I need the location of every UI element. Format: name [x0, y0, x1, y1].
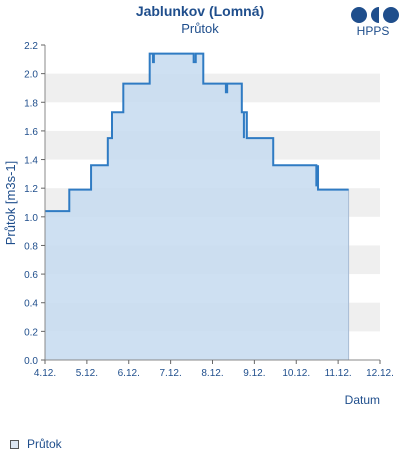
x-tick-label: 10.12.	[282, 368, 310, 379]
hpps-logo: HPPS	[346, 6, 400, 42]
x-tick-label: 12.12.	[366, 368, 394, 379]
y-tick-label: 1.0	[24, 213, 38, 224]
x-tick-label: 9.12.	[243, 368, 265, 379]
legend-label: Průtok	[27, 437, 62, 451]
y-axis-label: Průtok [m3s-1]	[3, 161, 18, 246]
x-tick-label: 7.12.	[160, 368, 182, 379]
y-tick-label: 1.4	[24, 156, 38, 167]
chart-subtitle: Průtok	[181, 21, 219, 36]
x-tick-label: 5.12.	[76, 368, 98, 379]
x-tick-label: 8.12.	[201, 368, 223, 379]
y-tick-label: 0.4	[24, 299, 38, 310]
y-axis-ticks: 0.0 0.2 0.4 0.6 0.8 1.0 1.2 1.4 1.6 1.8 2.0 2.2	[24, 41, 45, 367]
legend: Průtok	[10, 437, 62, 451]
y-tick-label: 0.0	[24, 356, 38, 367]
x-tick-label: 6.12.	[118, 368, 140, 379]
y-tick-label: 1.2	[24, 184, 38, 195]
x-tick-label: 11.12.	[325, 368, 352, 379]
y-tick-label: 2.2	[24, 41, 38, 52]
x-tick-label: 4.12.	[34, 368, 56, 379]
legend-swatch	[10, 440, 19, 450]
x-axis-ticks: 4.12. 5.12. 6.12. 7.12. 8.12. 9.12. 10.12. 11.1…	[34, 360, 394, 379]
y-tick-label: 0.6	[24, 270, 38, 281]
flow-line	[45, 52, 349, 213]
chart-title: Jablunkov (Lomná)	[135, 3, 265, 19]
y-tick-label: 2.0	[24, 70, 38, 81]
y-tick-label: 1.6	[24, 127, 38, 138]
y-tick-label: 0.2	[24, 327, 38, 338]
y-tick-label: 0.8	[24, 241, 38, 252]
y-tick-label: 1.8	[24, 98, 38, 109]
hpps-logo-text: HPPS	[356, 24, 390, 38]
x-axis-label: Datum	[345, 393, 380, 407]
hpps-logo-mark-icon	[351, 7, 399, 23]
